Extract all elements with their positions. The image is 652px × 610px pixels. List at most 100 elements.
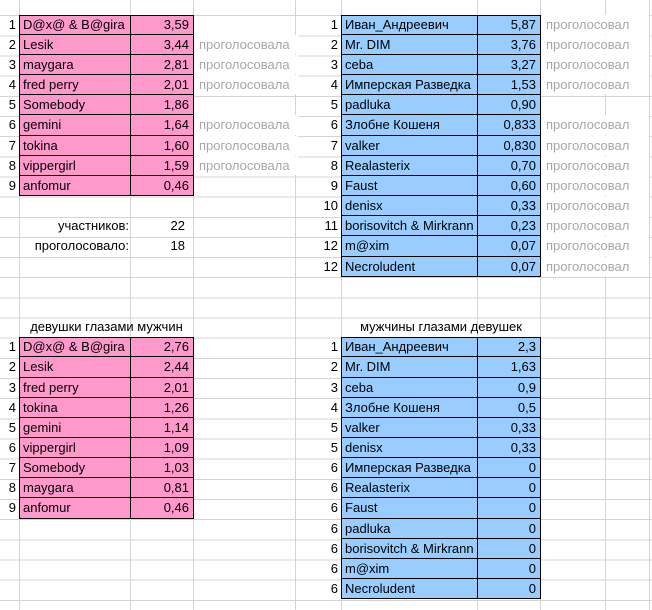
value-cell[interactable]: 1,53 <box>477 75 541 96</box>
name-cell[interactable]: ceba <box>341 54 477 76</box>
name-cell[interactable]: Faust <box>341 498 477 519</box>
rank-cell[interactable]: 8 <box>8 480 16 496</box>
name-cell[interactable]: valker <box>341 417 477 438</box>
rank-cell[interactable]: 7 <box>8 460 16 476</box>
value-cell[interactable]: 2,01 <box>130 75 194 96</box>
value-cell[interactable]: 1,60 <box>130 135 194 156</box>
rank-cell[interactable]: 6 <box>330 500 338 516</box>
rank-cell[interactable]: 11 <box>324 218 339 234</box>
value-cell[interactable]: 0,9 <box>477 377 541 398</box>
value-cell[interactable]: 0,33 <box>477 437 541 459</box>
name-cell[interactable]: Злобне Кошеня <box>341 115 477 136</box>
voted-count-label[interactable]: проголосовало: <box>34 238 129 254</box>
value-cell[interactable]: 0 <box>477 478 541 499</box>
name-cell[interactable]: padluka <box>341 518 477 539</box>
name-cell[interactable]: Realasterix <box>341 478 477 499</box>
value-cell[interactable]: 0,46 <box>130 175 194 197</box>
value-cell[interactable]: 0 <box>477 558 541 580</box>
name-cell[interactable]: borisovitch & Mirkrann <box>341 216 477 237</box>
name-cell[interactable]: fred perry <box>19 377 130 398</box>
name-cell[interactable]: tokina <box>19 397 130 418</box>
rank-cell[interactable]: 6 <box>330 540 338 556</box>
rank-cell[interactable]: 6 <box>330 117 338 133</box>
value-cell[interactable]: 1,09 <box>130 437 194 459</box>
value-cell[interactable]: 0,23 <box>477 216 541 237</box>
name-cell[interactable]: Mr. DIM <box>341 357 477 378</box>
rank-cell[interactable]: 1 <box>330 16 338 32</box>
name-cell[interactable]: tokina <box>19 135 130 156</box>
rank-cell[interactable]: 12 <box>323 238 338 254</box>
value-cell[interactable]: 5,87 <box>477 14 541 35</box>
rank-cell[interactable]: 2 <box>330 359 338 375</box>
rank-cell[interactable]: 10 <box>323 198 338 214</box>
participants-label[interactable]: участников: <box>58 218 129 234</box>
value-cell[interactable]: 0,60 <box>477 175 541 197</box>
rank-cell[interactable]: 9 <box>8 177 16 193</box>
value-cell[interactable]: 0,33 <box>477 417 541 438</box>
rank-cell[interactable]: 3 <box>330 56 338 72</box>
rank-cell[interactable]: 3 <box>8 56 16 72</box>
name-cell[interactable]: Necroludent <box>341 579 477 600</box>
name-cell[interactable]: gemini <box>19 115 130 136</box>
name-cell[interactable]: Lesik <box>19 357 130 378</box>
name-cell[interactable]: anfomur <box>19 498 130 519</box>
rank-cell[interactable]: 4 <box>330 77 338 93</box>
name-cell[interactable]: Имперская Разведка <box>341 458 477 479</box>
value-cell[interactable]: 1,64 <box>130 115 194 136</box>
rank-cell[interactable]: 4 <box>8 77 16 93</box>
name-cell[interactable]: vippergirl <box>19 155 130 176</box>
name-cell[interactable]: Faust <box>341 175 477 197</box>
rank-cell[interactable]: 7 <box>330 137 338 153</box>
name-cell[interactable]: maygara <box>19 478 130 499</box>
value-cell[interactable]: 1,14 <box>130 417 194 438</box>
name-cell[interactable]: D@x@ & B@gira <box>19 337 130 358</box>
value-cell[interactable]: 0,70 <box>477 155 541 176</box>
rank-cell[interactable]: 5 <box>330 439 338 455</box>
name-cell[interactable]: Mr. DIM <box>341 34 477 55</box>
name-cell[interactable]: Necroludent <box>341 256 477 277</box>
value-cell[interactable]: 2,01 <box>130 377 194 398</box>
value-cell[interactable]: 2,76 <box>130 337 194 358</box>
name-cell[interactable]: vippergirl <box>19 437 130 459</box>
rank-cell[interactable]: 6 <box>8 439 16 455</box>
name-cell[interactable]: Иван_Андреевич <box>341 337 477 358</box>
value-cell[interactable]: 1,63 <box>477 357 541 378</box>
value-cell[interactable]: 0,81 <box>130 478 194 499</box>
rank-cell[interactable]: 8 <box>330 157 338 173</box>
voted-count-value[interactable]: 18 <box>170 238 185 254</box>
value-cell[interactable]: 0,5 <box>477 397 541 418</box>
value-cell[interactable]: 3,59 <box>130 14 194 35</box>
rank-cell[interactable]: 6 <box>330 520 338 536</box>
rank-cell[interactable]: 6 <box>330 581 338 597</box>
value-cell[interactable]: 0 <box>477 458 541 479</box>
value-cell[interactable]: 3,27 <box>477 54 541 76</box>
rank-cell[interactable]: 7 <box>8 137 16 153</box>
value-cell[interactable]: 1,59 <box>130 155 194 176</box>
value-cell[interactable]: 0 <box>477 579 541 600</box>
value-cell[interactable]: 2,81 <box>130 54 194 76</box>
rank-cell[interactable]: 5 <box>8 419 16 435</box>
rank-cell[interactable]: 1 <box>8 16 16 32</box>
rank-cell[interactable]: 9 <box>330 177 338 193</box>
value-cell[interactable]: 0 <box>477 538 541 559</box>
name-cell[interactable]: Somebody <box>19 95 130 116</box>
value-cell[interactable]: 0,830 <box>477 135 541 156</box>
name-cell[interactable]: Имперская Разведка <box>341 75 477 96</box>
rank-cell[interactable]: 5 <box>8 97 16 113</box>
rank-cell[interactable]: 5 <box>330 97 338 113</box>
name-cell[interactable]: m@xim <box>341 558 477 580</box>
name-cell[interactable]: m@xim <box>341 236 477 257</box>
rank-cell[interactable]: 12 <box>323 258 338 274</box>
rank-cell[interactable]: 9 <box>8 500 16 516</box>
name-cell[interactable]: D@x@ & B@gira <box>19 14 130 35</box>
rank-cell[interactable]: 6 <box>330 560 338 576</box>
value-cell[interactable]: 0,07 <box>477 236 541 257</box>
rank-cell[interactable]: 6 <box>330 460 338 476</box>
name-cell[interactable]: Иван_Андреевич <box>341 14 477 35</box>
name-cell[interactable]: Злобне Кошеня <box>341 397 477 418</box>
value-cell[interactable]: 2,44 <box>130 357 194 378</box>
rank-cell[interactable]: 6 <box>8 117 16 133</box>
value-cell[interactable]: 0,46 <box>130 498 194 519</box>
name-cell[interactable]: denisx <box>341 437 477 459</box>
value-cell[interactable]: 0,833 <box>477 115 541 136</box>
